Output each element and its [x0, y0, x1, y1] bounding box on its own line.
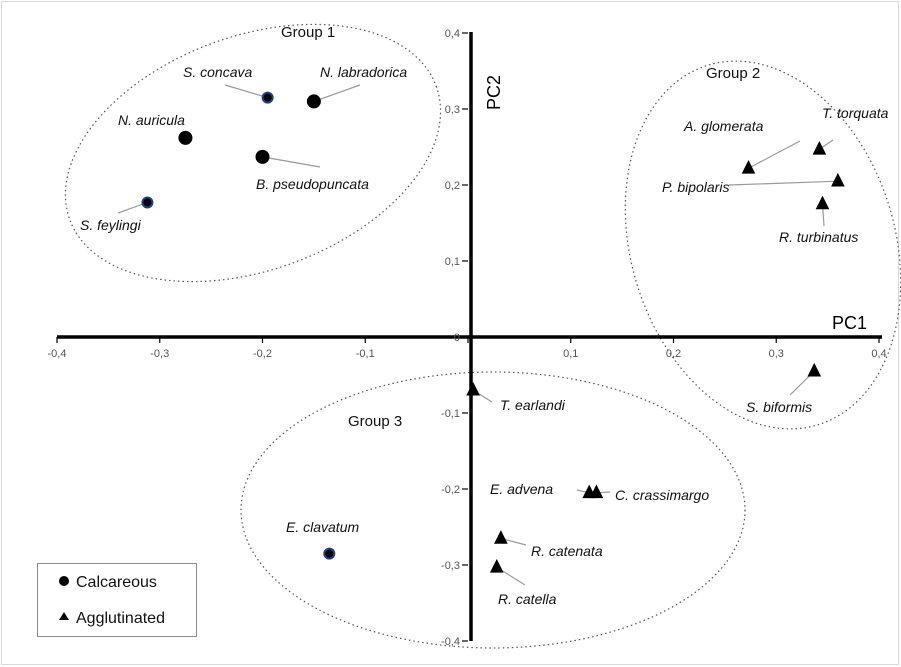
- triangle-marker-a-glomerata: [741, 159, 756, 174]
- triangle-marker-c-crassimargo: [589, 484, 604, 499]
- point-label-s-biformis: S. biformis: [746, 399, 812, 415]
- y-tick-label: 0,2: [445, 180, 460, 192]
- leader-line-n-labradorica: [313, 84, 361, 102]
- point-label-s-feylingi: S. feylingi: [80, 217, 142, 233]
- point-label-p-bipolaris: P. bipolaris: [662, 179, 729, 195]
- origin-tick-label: 0: [454, 332, 460, 344]
- legend-circle-icon: [59, 576, 69, 586]
- point-label-t-torquata: T. torquata: [822, 105, 889, 121]
- circle-marker-b-pseudopuncata: [255, 149, 270, 164]
- x-tick-label: -0,1: [356, 348, 375, 360]
- point-label-n-auricula: N. auricula: [118, 112, 185, 128]
- group-3-label: Group 3: [348, 413, 402, 430]
- group-1-ellipse: [64, 23, 442, 283]
- circle-marker-n-auricula: [178, 130, 193, 145]
- legend-triangle-icon: [59, 612, 69, 620]
- legend: Calcareous Agglutinated: [37, 563, 197, 637]
- point-label-c-crassimargo: C. crassimargo: [615, 487, 709, 503]
- circle-marker-s-concava: [261, 91, 274, 104]
- point-label-r-catenata: R. catenata: [531, 543, 603, 559]
- triangle-marker-p-bipolaris: [831, 172, 845, 187]
- point-label-t-earlandi: T. earlandi: [500, 397, 566, 413]
- y-tick-label: -0,2: [441, 484, 460, 496]
- leader-line-s-concava: [224, 84, 268, 99]
- leader-lines: [117, 84, 838, 586]
- data-markers: [141, 91, 845, 573]
- legend-label-agglutinated: Agglutinated: [76, 610, 165, 627]
- leader-line-p-bipolaris: [728, 180, 838, 186]
- point-label-e-clavatum: E. clavatum: [286, 519, 359, 535]
- triangle-marker-s-biformis: [807, 362, 822, 377]
- legend-label-calcareous: Calcareous: [76, 574, 157, 591]
- legend-box: [37, 563, 197, 637]
- triangle-marker-r-catella: [489, 558, 504, 573]
- circle-marker-n-labradorica: [306, 94, 321, 109]
- tick-layer: -0,4 -0,3 -0,2 -0,1 0,1 0,2 0,3 0,4 -0,4 -0,3 -0,2…: [48, 28, 887, 648]
- y-axis-title: PC2: [484, 75, 504, 110]
- x-tick-label: -0,4: [48, 348, 67, 360]
- point-labels: N. labradorica S. concava N. auricula B. ps…: [80, 64, 889, 607]
- x-tick-label: -0,3: [150, 348, 169, 360]
- circle-marker-s-feylingi: [141, 196, 154, 209]
- triangle-marker-r-catenata: [494, 530, 508, 544]
- x-tick-label: 0,3: [769, 348, 784, 360]
- y-tick-label: -0,3: [441, 560, 460, 572]
- circle-marker-e-clavatum: [323, 547, 336, 560]
- x-axis-title: PC1: [832, 313, 867, 333]
- triangle-marker-r-turbinatus: [815, 195, 830, 210]
- y-tick-label: 0,4: [445, 28, 460, 40]
- point-label-r-catella: R. catella: [498, 591, 557, 607]
- point-label-n-labradorica: N. labradorica: [320, 64, 407, 80]
- y-tick-label: -0,4: [441, 636, 460, 648]
- x-tick-label: 0,2: [666, 348, 681, 360]
- x-tick-label: -0,2: [253, 348, 272, 360]
- group-1-label: Group 1: [281, 24, 335, 41]
- y-tick-label: 0,1: [445, 256, 460, 268]
- point-label-a-glomerata: A. glomerata: [683, 118, 764, 134]
- triangle-marker-t-earlandi: [466, 381, 480, 396]
- x-tick-label: 0,4: [871, 348, 886, 360]
- group-3-ellipse: [240, 371, 746, 649]
- group-2-label: Group 2: [706, 65, 760, 82]
- point-label-s-concava: S. concava: [183, 64, 252, 80]
- point-label-e-advena: E. advena: [490, 481, 553, 497]
- x-tick-label: 0,1: [563, 348, 578, 360]
- point-label-b-pseudopuncata: B. pseudopuncata: [256, 176, 369, 192]
- group-2-ellipse: [624, 60, 901, 430]
- triangle-marker-t-torquata: [812, 140, 827, 155]
- leader-line-a-glomerata: [748, 140, 801, 169]
- leader-line-b-pseudopuncata: [262, 156, 321, 168]
- y-tick-label: 0,3: [445, 104, 460, 116]
- point-label-r-turbinatus: R. turbinatus: [779, 229, 858, 245]
- y-tick-label: -0,1: [441, 408, 460, 420]
